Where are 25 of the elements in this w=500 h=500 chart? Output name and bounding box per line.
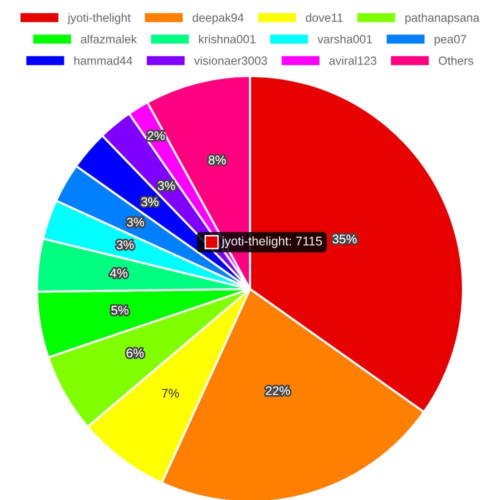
data-label: 3%: [116, 240, 134, 250]
data-label: 3%: [141, 197, 158, 206]
data-label: 3%: [158, 181, 176, 190]
legend-label: pea07: [434, 35, 466, 46]
legend-label: deepak94: [192, 13, 244, 24]
data-label: 22%: [266, 386, 290, 396]
legend-label: pathanapsana: [405, 13, 480, 24]
text: jyoti-thelight: 7115: [222, 236, 322, 248]
legend-label: jyoti-thelight: [67, 13, 131, 24]
data-label: 7%: [162, 388, 179, 398]
data-label: 4%: [110, 268, 128, 278]
legend-label: varsha001: [317, 34, 372, 44]
legend-label: alfazmalek: [80, 34, 137, 44]
legend-label: hammad44: [74, 56, 132, 65]
legend-label: dove11: [306, 13, 343, 22]
legend-label: aviral123: [329, 56, 376, 65]
data-label: 2%: [148, 131, 165, 140]
data-label: 3%: [126, 218, 144, 227]
data-label: 6%: [126, 348, 144, 358]
legend-label: visionaer3003: [194, 56, 268, 65]
data-label: 5%: [111, 306, 128, 315]
data-label: 8%: [208, 156, 226, 164]
legend-label: Others: [438, 56, 474, 65]
legend-label: krishna001: [199, 34, 256, 44]
data-label: 35%: [332, 234, 357, 244]
